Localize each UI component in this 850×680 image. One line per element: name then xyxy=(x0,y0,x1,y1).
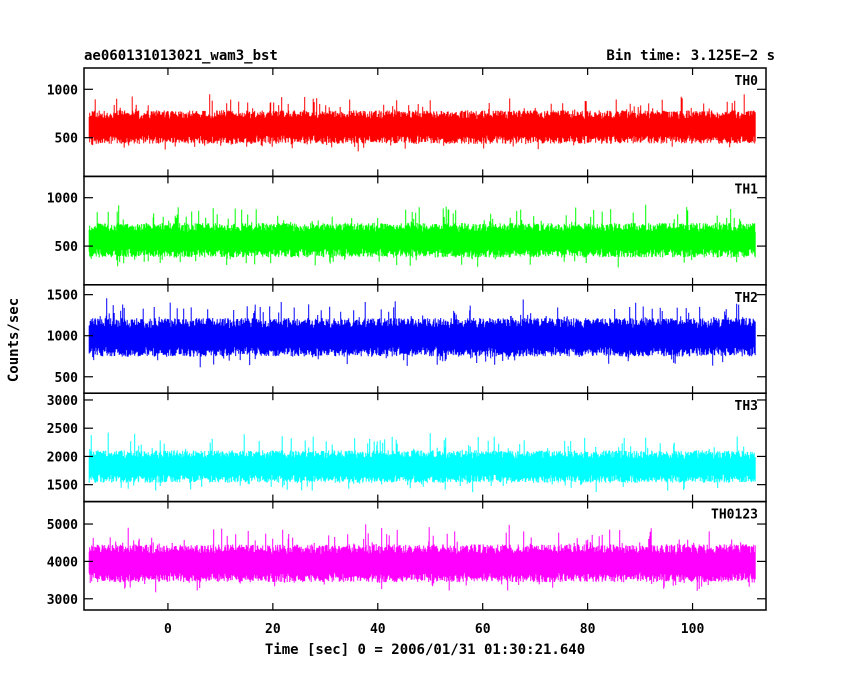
x-tick-label: 60 xyxy=(475,622,491,637)
y-axis-label: Counts/sec xyxy=(6,298,22,382)
panel-th0: 500 1000 TH0 xyxy=(47,67,767,178)
x-axis: 0 20 40 60 80 100 xyxy=(164,622,704,637)
y-tick-label: 2500 xyxy=(47,422,78,437)
chart-title-left: ae060131013021_wam3_bst xyxy=(84,48,278,64)
y-tick-label: 3000 xyxy=(47,394,78,409)
y-tick-label: 3000 xyxy=(47,593,78,608)
x-tick-label: 80 xyxy=(580,622,596,637)
y-tick-label: 1000 xyxy=(47,83,78,98)
series-line-th0123 xyxy=(88,524,756,593)
y-tick-label: 1000 xyxy=(47,192,78,207)
panel-th3: 1500 2000 2500 3000 TH3 xyxy=(47,392,767,503)
y-tick-label: 1000 xyxy=(47,330,78,345)
y-tick-label: 500 xyxy=(55,132,79,147)
y-tick-label: 500 xyxy=(55,240,79,255)
chart-title-right: Bin time: 3.125E−2 s xyxy=(606,48,775,64)
y-tick-label: 1500 xyxy=(47,479,78,494)
panel-th0123: 3000 4000 5000 TH0123 xyxy=(47,500,767,611)
x-tick-label: 100 xyxy=(681,622,705,637)
panel-frame xyxy=(83,500,767,611)
y-tick-label: 1500 xyxy=(47,289,78,304)
y-tick-label: 500 xyxy=(55,371,79,386)
series-line-th0 xyxy=(88,94,756,152)
panel-th2: 500 1000 1500 TH2 xyxy=(47,284,767,394)
panel-label-th0: TH0 xyxy=(735,74,759,89)
series-line-th2 xyxy=(88,298,756,368)
x-axis-label: Time [sec] 0 = 2006/01/31 01:30:21.640 xyxy=(265,642,585,658)
y-tick-label: 2000 xyxy=(47,450,78,465)
x-tick-label: 40 xyxy=(370,622,386,637)
panels-group: 500 1000 TH0 500 1000 TH1 500 1000 1500 TH2 1500 20… xyxy=(47,67,767,611)
panel-label-th2: TH2 xyxy=(735,291,758,306)
x-tick-label: 0 xyxy=(164,622,172,637)
panel-label-th1: TH1 xyxy=(735,182,759,197)
panel-frame xyxy=(83,392,767,503)
panel-th1: 500 1000 TH1 xyxy=(47,175,767,286)
panel-label-th3: TH3 xyxy=(735,399,758,414)
series-line-th1 xyxy=(88,204,756,268)
y-tick-label: 4000 xyxy=(47,555,78,570)
series-line-th3 xyxy=(88,432,756,493)
panel-label-th0123: TH0123 xyxy=(711,508,758,523)
y-tick-label: 5000 xyxy=(47,518,78,533)
x-tick-label: 20 xyxy=(265,622,281,637)
